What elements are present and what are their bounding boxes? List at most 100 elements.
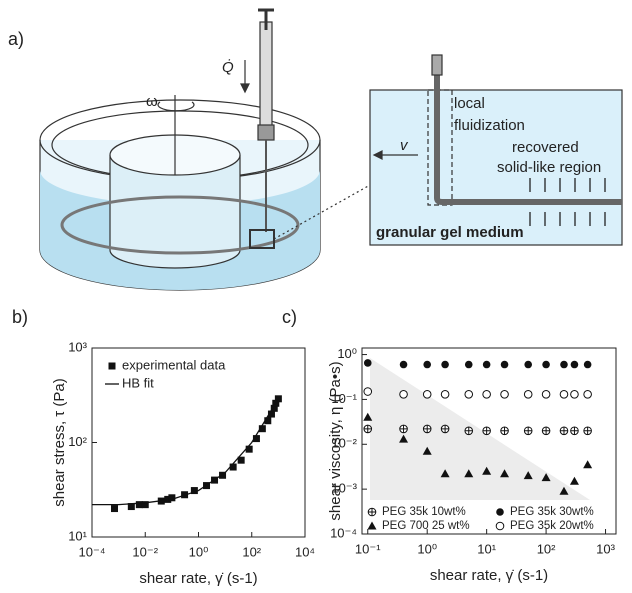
point (541, 390, 551, 399)
panel-label: c) (282, 307, 297, 327)
y-axis-label: shear viscosity, η (Pa•s) (327, 361, 344, 520)
velocity-label: v (400, 137, 409, 154)
x-tick-label: 10⁻² (132, 544, 158, 559)
x-tick-label: 10⁻¹ (355, 541, 381, 556)
legend-label: PEG 35k 10wt% (382, 506, 466, 518)
inset-text: recovered (512, 139, 579, 156)
point (464, 426, 474, 436)
point (569, 476, 579, 485)
x-axis-label: shear rate, γ̇ (s-1) (430, 567, 548, 584)
point (560, 360, 568, 369)
point (168, 494, 176, 502)
legend-marker (496, 508, 504, 516)
point (523, 471, 533, 480)
panel-label: b) (12, 307, 28, 327)
point (559, 486, 569, 495)
legend-label: experimental data (122, 357, 226, 372)
point (482, 360, 491, 369)
point (267, 410, 275, 418)
y-tick-label: 10² (68, 434, 87, 449)
point (464, 360, 473, 369)
point (559, 426, 569, 436)
point (541, 426, 551, 436)
point (482, 390, 491, 399)
point (422, 390, 432, 399)
point (363, 387, 373, 396)
point (258, 425, 266, 433)
inset-text: fluidization (454, 117, 525, 134)
y-tick-label: 10¹ (68, 528, 87, 543)
y-tick-label: 10⁰ (337, 346, 357, 361)
legend-marker (495, 521, 505, 531)
inset-text: local (454, 95, 485, 112)
point (252, 435, 260, 443)
point (524, 360, 532, 369)
point (464, 390, 474, 399)
y-tick-label: 10⁻³ (331, 481, 357, 496)
point (583, 390, 592, 399)
point (219, 471, 227, 479)
point (141, 501, 149, 509)
point (422, 446, 432, 455)
fit-line (92, 398, 279, 506)
point (363, 424, 373, 434)
x-tick-label: 10² (537, 541, 556, 556)
point (482, 426, 491, 436)
x-tick-label: 10⁰ (189, 544, 209, 559)
point (464, 469, 474, 478)
point (542, 360, 550, 369)
y-tick-label: 10⁻⁴ (330, 525, 357, 540)
point (245, 445, 253, 453)
point (363, 412, 373, 421)
point (570, 390, 579, 399)
point (270, 404, 278, 412)
x-tick-label: 10³ (596, 541, 615, 556)
point (135, 501, 143, 509)
legend-label: PEG 35k 30wt% (510, 506, 594, 518)
point (422, 424, 432, 434)
point (441, 360, 449, 369)
point (482, 466, 492, 475)
point (523, 390, 533, 399)
point (190, 487, 198, 495)
point (523, 426, 533, 436)
legend-label: PEG 700 25 wt% (382, 520, 470, 532)
legend-label: PEG 35k 20wt% (510, 520, 594, 532)
y-tick-label: 10⁻¹ (331, 391, 357, 406)
point (500, 360, 509, 369)
inset-text: solid-like region (497, 159, 601, 176)
flow-rate-label: Q̇ (222, 59, 234, 76)
point (440, 424, 450, 434)
point (237, 456, 245, 464)
point (500, 426, 509, 436)
point (559, 390, 569, 399)
point (583, 360, 592, 369)
point (583, 460, 593, 469)
omega-label: ω (146, 93, 158, 110)
point (423, 360, 432, 369)
legend-marker (367, 521, 377, 530)
point (363, 359, 372, 367)
point (500, 390, 509, 399)
point (399, 424, 408, 434)
plot-frame (361, 347, 617, 535)
point (111, 505, 119, 513)
x-tick-label: 10¹ (477, 541, 496, 556)
legend-label: HB fit (122, 375, 154, 390)
point (541, 473, 551, 482)
point (570, 360, 579, 369)
x-axis-label: shear rate, γ̇ (s-1) (139, 570, 257, 587)
y-tick-label: 10⁻² (331, 436, 357, 451)
apparatus (39, 8, 623, 291)
y-tick-label: 10³ (68, 339, 87, 354)
point (440, 469, 450, 478)
point (583, 426, 592, 436)
legend-marker (367, 507, 377, 517)
legend-marker (108, 362, 116, 370)
point (570, 426, 579, 436)
x-tick-label: 10⁰ (417, 541, 437, 556)
point (127, 503, 135, 511)
point (229, 463, 237, 471)
panel-label: a) (8, 29, 24, 49)
